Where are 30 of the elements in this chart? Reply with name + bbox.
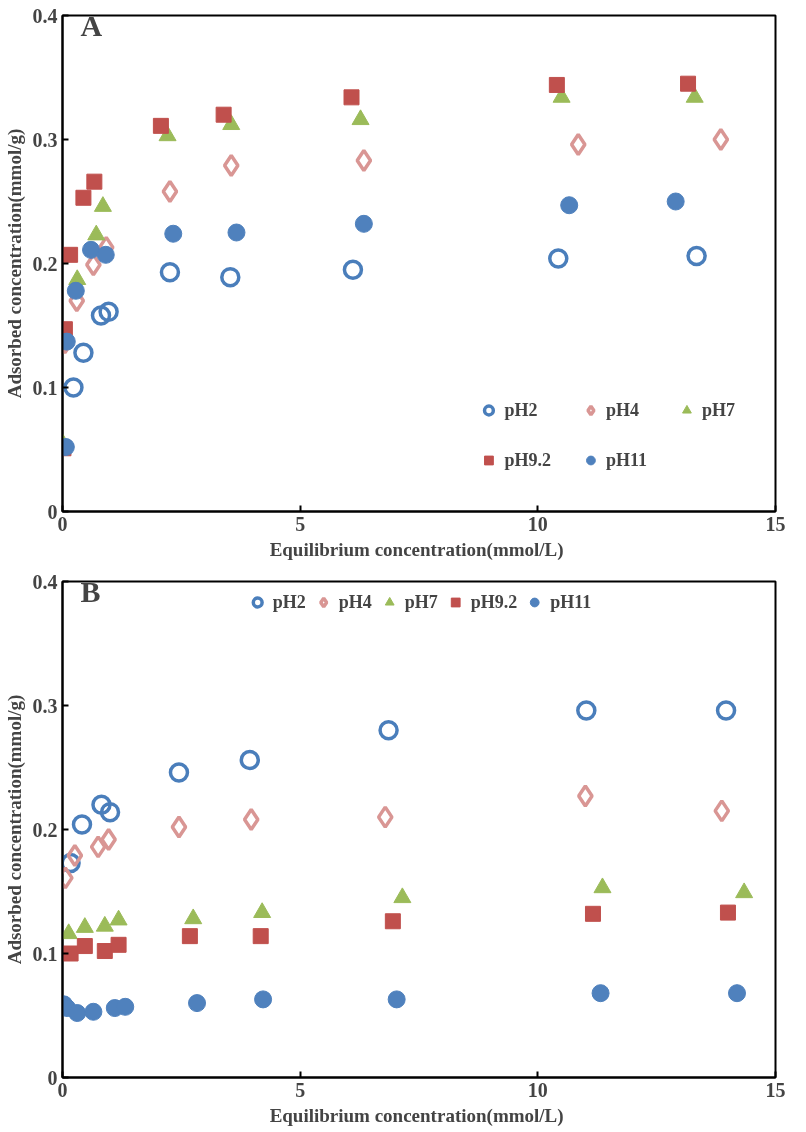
x-axis-title: Equilibrium concentration(mmol/L)	[269, 538, 564, 561]
y-tick-label: 0.4	[32, 4, 58, 27]
legend-label: pH2	[272, 591, 306, 613]
legend-label: pH7	[701, 399, 735, 421]
y-tick-label: 0.3	[32, 694, 58, 717]
x-tick-label: 15	[765, 1078, 786, 1101]
legend-label: pH7	[404, 591, 438, 613]
legend-label: pH9.2	[470, 591, 518, 613]
annotation: A	[80, 8, 103, 42]
legend-label: pH2	[504, 399, 538, 421]
y-axis-title: Adsorbed concentration(mmol/g)	[3, 128, 26, 399]
y-axis-title: Adsorbed concentration(mmol/g)	[3, 694, 26, 965]
legend-label: pH4	[605, 399, 639, 421]
legend-label: pH4	[338, 591, 372, 613]
y-tick-label: 0.1	[32, 376, 58, 399]
y-tick-label: 0.2	[32, 252, 58, 275]
x-tick-label: 10	[527, 512, 548, 535]
y-tick-label: 0.1	[32, 942, 58, 965]
y-tick-label: 0.3	[32, 128, 58, 151]
x-axis-title: Equilibrium concentration(mmol/L)	[269, 1104, 564, 1127]
x-tick-label: 10	[527, 1078, 548, 1101]
legend-label: pH9.2	[504, 449, 551, 471]
legend-label: pH11	[605, 449, 647, 471]
x-tick-label: 5	[295, 1078, 306, 1101]
legend-label: pH11	[550, 591, 592, 613]
y-tick-label: 0.2	[32, 818, 58, 841]
x-tick-label: 5	[295, 512, 306, 535]
annotation: B	[80, 574, 101, 608]
y-tick-label: 0.4	[32, 570, 58, 593]
x-tick-label: 15	[765, 512, 786, 535]
